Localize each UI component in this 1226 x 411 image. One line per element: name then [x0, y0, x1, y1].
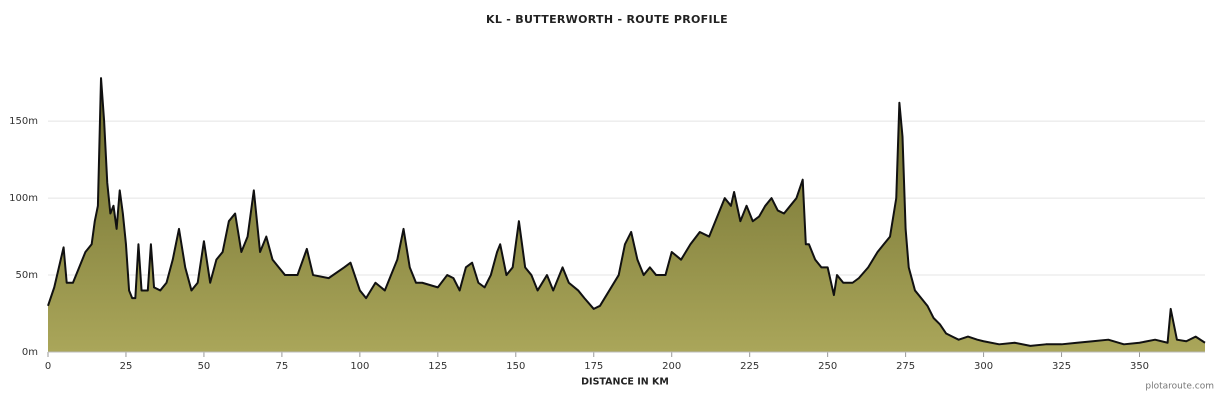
x-tick-label: 275	[896, 361, 915, 372]
y-tick-label: 150m	[9, 116, 38, 127]
line	[47, 77, 1206, 347]
x-tick-label: 125	[428, 361, 447, 372]
x-tick-label: 25	[120, 361, 133, 372]
x-tick-label: 200	[662, 361, 681, 372]
x-tick-label: 0	[45, 361, 51, 372]
x-tick-label: 175	[584, 361, 603, 372]
x-tick-label: 225	[740, 361, 759, 372]
x-tick-label: 50	[198, 361, 211, 372]
credit: plotaroute.com	[1145, 382, 1214, 392]
y-tick-label: 100m	[9, 193, 38, 204]
x-tick-label: 150	[506, 361, 525, 372]
y-tick-label: 0m	[22, 347, 38, 358]
x-tick-label: 325	[1052, 361, 1071, 372]
chart-title: KL - BUTTERWORTH - ROUTE PROFILE	[486, 13, 728, 26]
area	[48, 78, 1205, 352]
x-tick-label: 350	[1130, 361, 1149, 372]
x-tick-label: 250	[818, 361, 837, 372]
x-tick-label: 300	[974, 361, 993, 372]
y-tick-label: 50m	[16, 270, 38, 281]
x-tick-label: 100	[350, 361, 369, 372]
x-axis-label: DISTANCE IN KM	[581, 377, 669, 388]
x-tick-label: 75	[276, 361, 289, 372]
